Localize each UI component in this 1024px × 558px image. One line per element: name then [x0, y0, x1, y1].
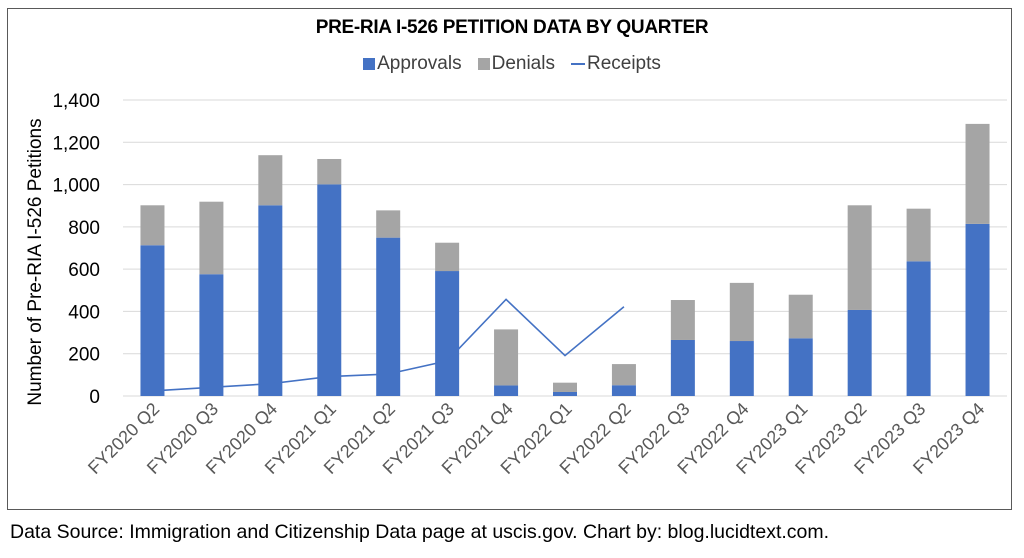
bar-approvals	[376, 237, 401, 396]
bar-denials	[611, 364, 636, 386]
legend-swatch-denials	[477, 58, 490, 70]
bars	[140, 123, 990, 396]
bar-denials	[906, 208, 931, 262]
bar-denials	[553, 382, 577, 392]
legend-item-receipts[interactable]: Receipts	[570, 53, 661, 75]
bar-approvals	[729, 341, 754, 396]
bar-approvals	[906, 261, 931, 396]
bar-denials	[670, 300, 695, 340]
legend-item-denials[interactable]: Denials	[477, 53, 555, 75]
y-tick-label: 400	[68, 302, 100, 323]
chart-title: PRE-RIA I-526 PETITION DATA BY QUARTER	[315, 17, 709, 38]
bar-approvals	[435, 271, 460, 396]
legend-swatch-receipts	[570, 63, 585, 65]
bar-approvals	[611, 385, 636, 396]
bar-denials	[494, 329, 519, 386]
bar-approvals	[965, 223, 990, 396]
legend-label-approvals: Approvals	[377, 53, 462, 74]
bar-denials	[729, 282, 754, 342]
y-tick-label: 600	[68, 260, 100, 281]
bar-denials	[435, 242, 460, 272]
y-tick-label: 0	[89, 387, 100, 408]
bar-denials	[140, 205, 165, 246]
bar-approvals	[140, 245, 165, 396]
chart-frame	[7, 8, 1012, 510]
y-axis-label: Number of Pre-RIA I-526 Petitions	[25, 118, 46, 405]
bar-denials	[788, 294, 813, 339]
bar-approvals	[317, 184, 342, 396]
bar-denials	[199, 201, 224, 275]
legend-label-denials: Denials	[491, 53, 555, 74]
receipts-line	[152, 298, 625, 392]
legend-item-approvals[interactable]: Approvals	[363, 53, 462, 75]
y-tick-label: 1,000	[52, 176, 100, 197]
bar-approvals	[670, 339, 695, 396]
bar-approvals	[788, 338, 813, 396]
data-source-note: Data Source: Immigration and Citizenship…	[10, 521, 830, 543]
chart-legend: Approvals Denials Receipts	[0, 53, 1024, 75]
bar-approvals	[553, 391, 577, 396]
bar-denials	[317, 158, 342, 185]
bar-approvals	[847, 309, 872, 396]
y-tick-label: 200	[68, 345, 100, 366]
legend-label-receipts: Receipts	[586, 53, 661, 74]
bar-denials	[847, 205, 872, 310]
bar-denials	[965, 123, 990, 224]
y-tick-label: 1,400	[52, 91, 100, 112]
gridlines	[123, 99, 1007, 397]
y-tick-label: 800	[68, 218, 100, 239]
y-tick-label: 1,200	[52, 133, 100, 154]
bar-approvals	[199, 274, 224, 396]
y-tick-labels: 0 200 400 600 800 1,000 1,200 1,400	[52, 91, 100, 408]
bar-approvals	[494, 385, 519, 396]
bar-denials	[376, 210, 401, 238]
bar-denials	[258, 155, 283, 206]
bar-approvals	[258, 205, 283, 396]
legend-swatch-approvals	[363, 58, 376, 70]
